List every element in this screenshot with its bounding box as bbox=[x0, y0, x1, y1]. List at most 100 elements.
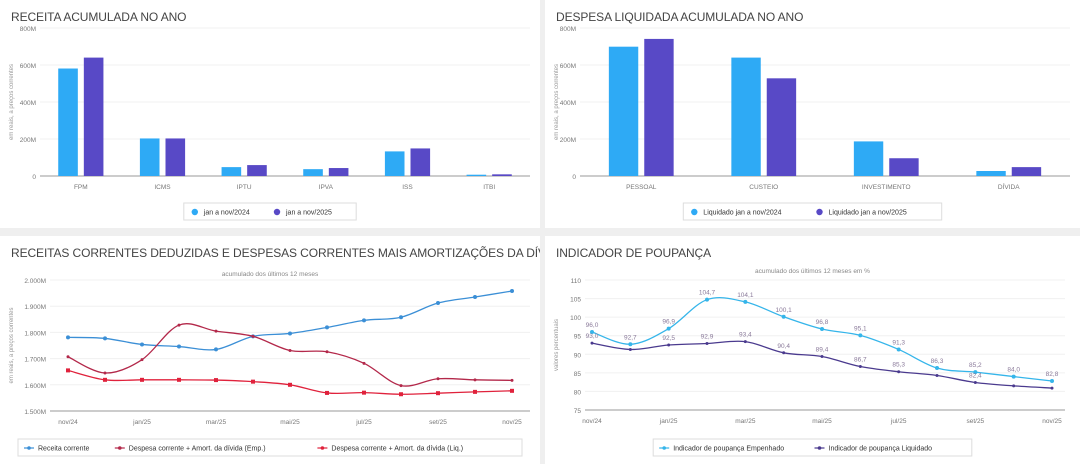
data-point bbox=[288, 382, 292, 387]
data-point bbox=[628, 342, 633, 347]
y-axis-title: em reais, a preços correntes bbox=[554, 64, 560, 140]
y-tick-label: 2.000M bbox=[24, 278, 46, 285]
data-point bbox=[103, 336, 107, 341]
legend-item-1[interactable]: Indicador de poupança Liquidado bbox=[829, 446, 933, 453]
data-label: 95,1 bbox=[854, 325, 867, 332]
data-point bbox=[103, 371, 107, 375]
data-label: 93,0 bbox=[586, 333, 599, 340]
data-point bbox=[325, 325, 329, 330]
data-point bbox=[251, 379, 255, 384]
y-tick-label: 600M bbox=[20, 63, 36, 70]
legend-marker bbox=[273, 208, 281, 216]
bar bbox=[644, 38, 674, 176]
legend-item-1[interactable]: Liquidado jan a nov/2025 bbox=[829, 210, 907, 217]
card-despesa: DESPESA LIQUIDADA ACUMULADA NO ANO 0 200M… bbox=[545, 0, 1080, 228]
chart-title: DESPESA LIQUIDADA ACUMULADA NO ANO bbox=[556, 10, 804, 24]
y-tick-label: 0 bbox=[32, 174, 36, 181]
y-tick-label: 200M bbox=[560, 137, 576, 144]
receita-bar-chart: 0 200M 400M 600M 800M em reais, a preços corr… bbox=[9, 26, 530, 221]
legend-item-0[interactable]: Indicador de poupança Empenhado bbox=[673, 446, 784, 453]
data-label: 93,4 bbox=[739, 332, 752, 339]
legend-marker bbox=[27, 446, 31, 450]
data-point bbox=[1012, 384, 1016, 388]
data-point bbox=[436, 301, 440, 306]
data-point bbox=[858, 333, 863, 338]
legend-item-0[interactable]: Liquidado jan a nov/2024 bbox=[703, 210, 781, 217]
data-point bbox=[214, 329, 218, 333]
data-point bbox=[177, 323, 181, 327]
x-tick-label: CUSTEIO bbox=[749, 184, 778, 191]
data-point bbox=[973, 370, 978, 375]
correntes-line-chart: 1.500M 1.600M 1.700M 1.800M 1.900M 2.000M em r… bbox=[9, 271, 530, 457]
bar bbox=[247, 165, 267, 176]
despesa-bar-chart: 0 200M 400M 600M 800M em reais, a preços corr… bbox=[554, 26, 1070, 221]
data-point bbox=[473, 389, 477, 394]
data-point bbox=[362, 361, 366, 365]
data-label: 82,8 bbox=[1046, 371, 1059, 378]
poupanca-line-chart: 75 80 85 90 95 100 105 110 valores percentuais ac… bbox=[554, 268, 1065, 457]
x-tick-label: IPVA bbox=[319, 184, 334, 191]
data-point bbox=[66, 368, 70, 373]
data-point bbox=[820, 355, 824, 359]
data-point bbox=[743, 340, 747, 344]
y-axis-title: em reais, a preços correntes bbox=[9, 307, 15, 383]
series-line bbox=[67, 369, 513, 395]
legend-item-1[interactable]: jan a nov/2025 bbox=[285, 210, 332, 217]
data-point bbox=[1050, 386, 1054, 390]
y-tick-label: 1.900M bbox=[24, 304, 46, 311]
y-tick-label: 600M bbox=[560, 63, 576, 70]
bar bbox=[466, 174, 487, 176]
data-label: 84,0 bbox=[1007, 367, 1020, 374]
y-tick-label: 110 bbox=[571, 278, 582, 285]
x-tick-label: mai/25 bbox=[812, 418, 832, 425]
y-tick-label: 1.500M bbox=[24, 409, 46, 416]
data-label: 104,7 bbox=[699, 290, 716, 297]
bar bbox=[853, 141, 884, 176]
x-tick-label: ITBI bbox=[483, 184, 495, 191]
y-tick-label: 90 bbox=[574, 352, 582, 359]
data-point bbox=[103, 377, 107, 382]
x-tick-label: nov/25 bbox=[1042, 418, 1062, 425]
data-label: 100,1 bbox=[776, 307, 793, 314]
legend-item-0[interactable]: Receita corrente bbox=[38, 446, 89, 453]
chart-title: RECEITA ACUMULADA NO ANO bbox=[11, 10, 187, 24]
data-point bbox=[782, 351, 786, 355]
y-tick-label: 1.800M bbox=[24, 330, 46, 337]
data-point bbox=[214, 347, 218, 352]
bar bbox=[328, 168, 349, 176]
x-tick-label: ICMS bbox=[154, 184, 171, 191]
x-tick-label: nov/24 bbox=[58, 419, 78, 426]
data-label: 91,3 bbox=[892, 339, 905, 346]
y-tick-label: 0 bbox=[572, 174, 576, 181]
bar bbox=[165, 138, 186, 176]
legend bbox=[652, 438, 973, 457]
y-tick-label: 800M bbox=[20, 26, 36, 33]
data-point bbox=[781, 314, 786, 319]
data-point bbox=[510, 388, 514, 393]
card-poupanca: INDICADOR DE POUPANÇA 75 80 85 90 95 100 105 11… bbox=[545, 236, 1080, 464]
data-label: 96,0 bbox=[586, 322, 599, 329]
chart-subtitle: acumulado dos últimos 12 meses bbox=[222, 271, 319, 278]
x-tick-label: nov/24 bbox=[582, 418, 602, 425]
data-label: 86,7 bbox=[854, 357, 867, 364]
x-tick-label: jan/25 bbox=[659, 418, 678, 425]
legend-item-0[interactable]: jan a nov/2024 bbox=[203, 210, 250, 217]
x-tick-label: jul/25 bbox=[890, 418, 907, 425]
data-point bbox=[362, 318, 366, 323]
data-point bbox=[177, 377, 181, 382]
data-label: 96,8 bbox=[816, 319, 829, 326]
x-tick-label: DÍVIDA bbox=[998, 182, 1020, 191]
x-tick-label: set/25 bbox=[966, 418, 984, 425]
data-point bbox=[667, 343, 671, 347]
data-point bbox=[399, 315, 403, 320]
data-point bbox=[743, 299, 748, 304]
x-tick-label: ISS bbox=[402, 184, 413, 191]
bar bbox=[766, 78, 797, 176]
legend-marker bbox=[691, 208, 698, 216]
legend-item-1[interactable]: Despesa corrente + Amort. da dívida (Emp… bbox=[129, 446, 266, 453]
data-point bbox=[436, 377, 440, 381]
data-label: 85,3 bbox=[892, 362, 905, 369]
legend-item-2[interactable]: Despesa corrente + Amort. da dívida (Liq… bbox=[331, 446, 463, 453]
data-point bbox=[251, 334, 255, 338]
data-label: 89,4 bbox=[816, 347, 829, 354]
